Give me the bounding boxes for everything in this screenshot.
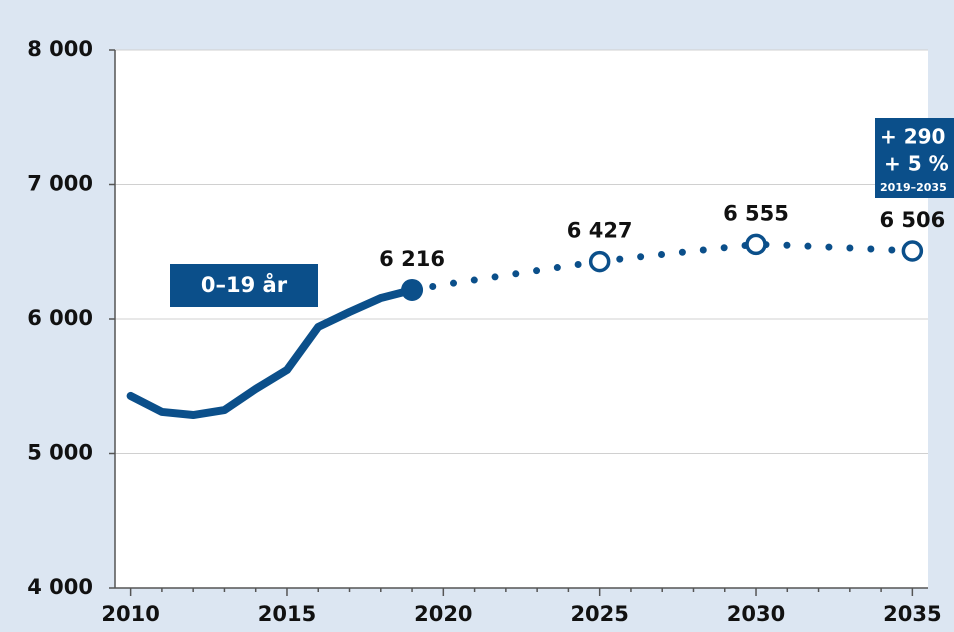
x-tick-label: 2025	[570, 602, 628, 626]
annotation-box	[875, 118, 954, 198]
point-marker	[401, 278, 424, 301]
y-tick-label: 5 000	[27, 441, 93, 465]
data-label: 6 555	[723, 201, 789, 225]
annotation-box	[170, 264, 318, 307]
x-tick-label: 2015	[258, 602, 316, 626]
x-tick-label: 2010	[101, 602, 159, 626]
data-label: 6 506	[879, 208, 945, 232]
data-label: 6 427	[567, 219, 633, 243]
point-marker	[588, 250, 611, 273]
y-tick-label: 6 000	[27, 306, 93, 330]
annotation: 0–19 år	[201, 272, 288, 297]
series-line	[408, 240, 916, 294]
x-tick-label: 2035	[883, 602, 941, 626]
x-tick-label: 2020	[414, 602, 472, 626]
annotation: + 5 %	[884, 152, 949, 176]
y-tick-label: 7 000	[27, 172, 93, 196]
annotation: + 290	[880, 125, 945, 149]
series-line	[126, 285, 417, 420]
y-tick-label: 4 000	[27, 575, 93, 599]
x-tick-label: 2030	[727, 602, 785, 626]
y-tick-label: 8 000	[27, 37, 93, 61]
point-marker	[901, 240, 924, 262]
annotation: 2019–2035	[880, 181, 947, 194]
data-label: 6 216	[379, 247, 445, 271]
point-marker	[745, 233, 767, 256]
